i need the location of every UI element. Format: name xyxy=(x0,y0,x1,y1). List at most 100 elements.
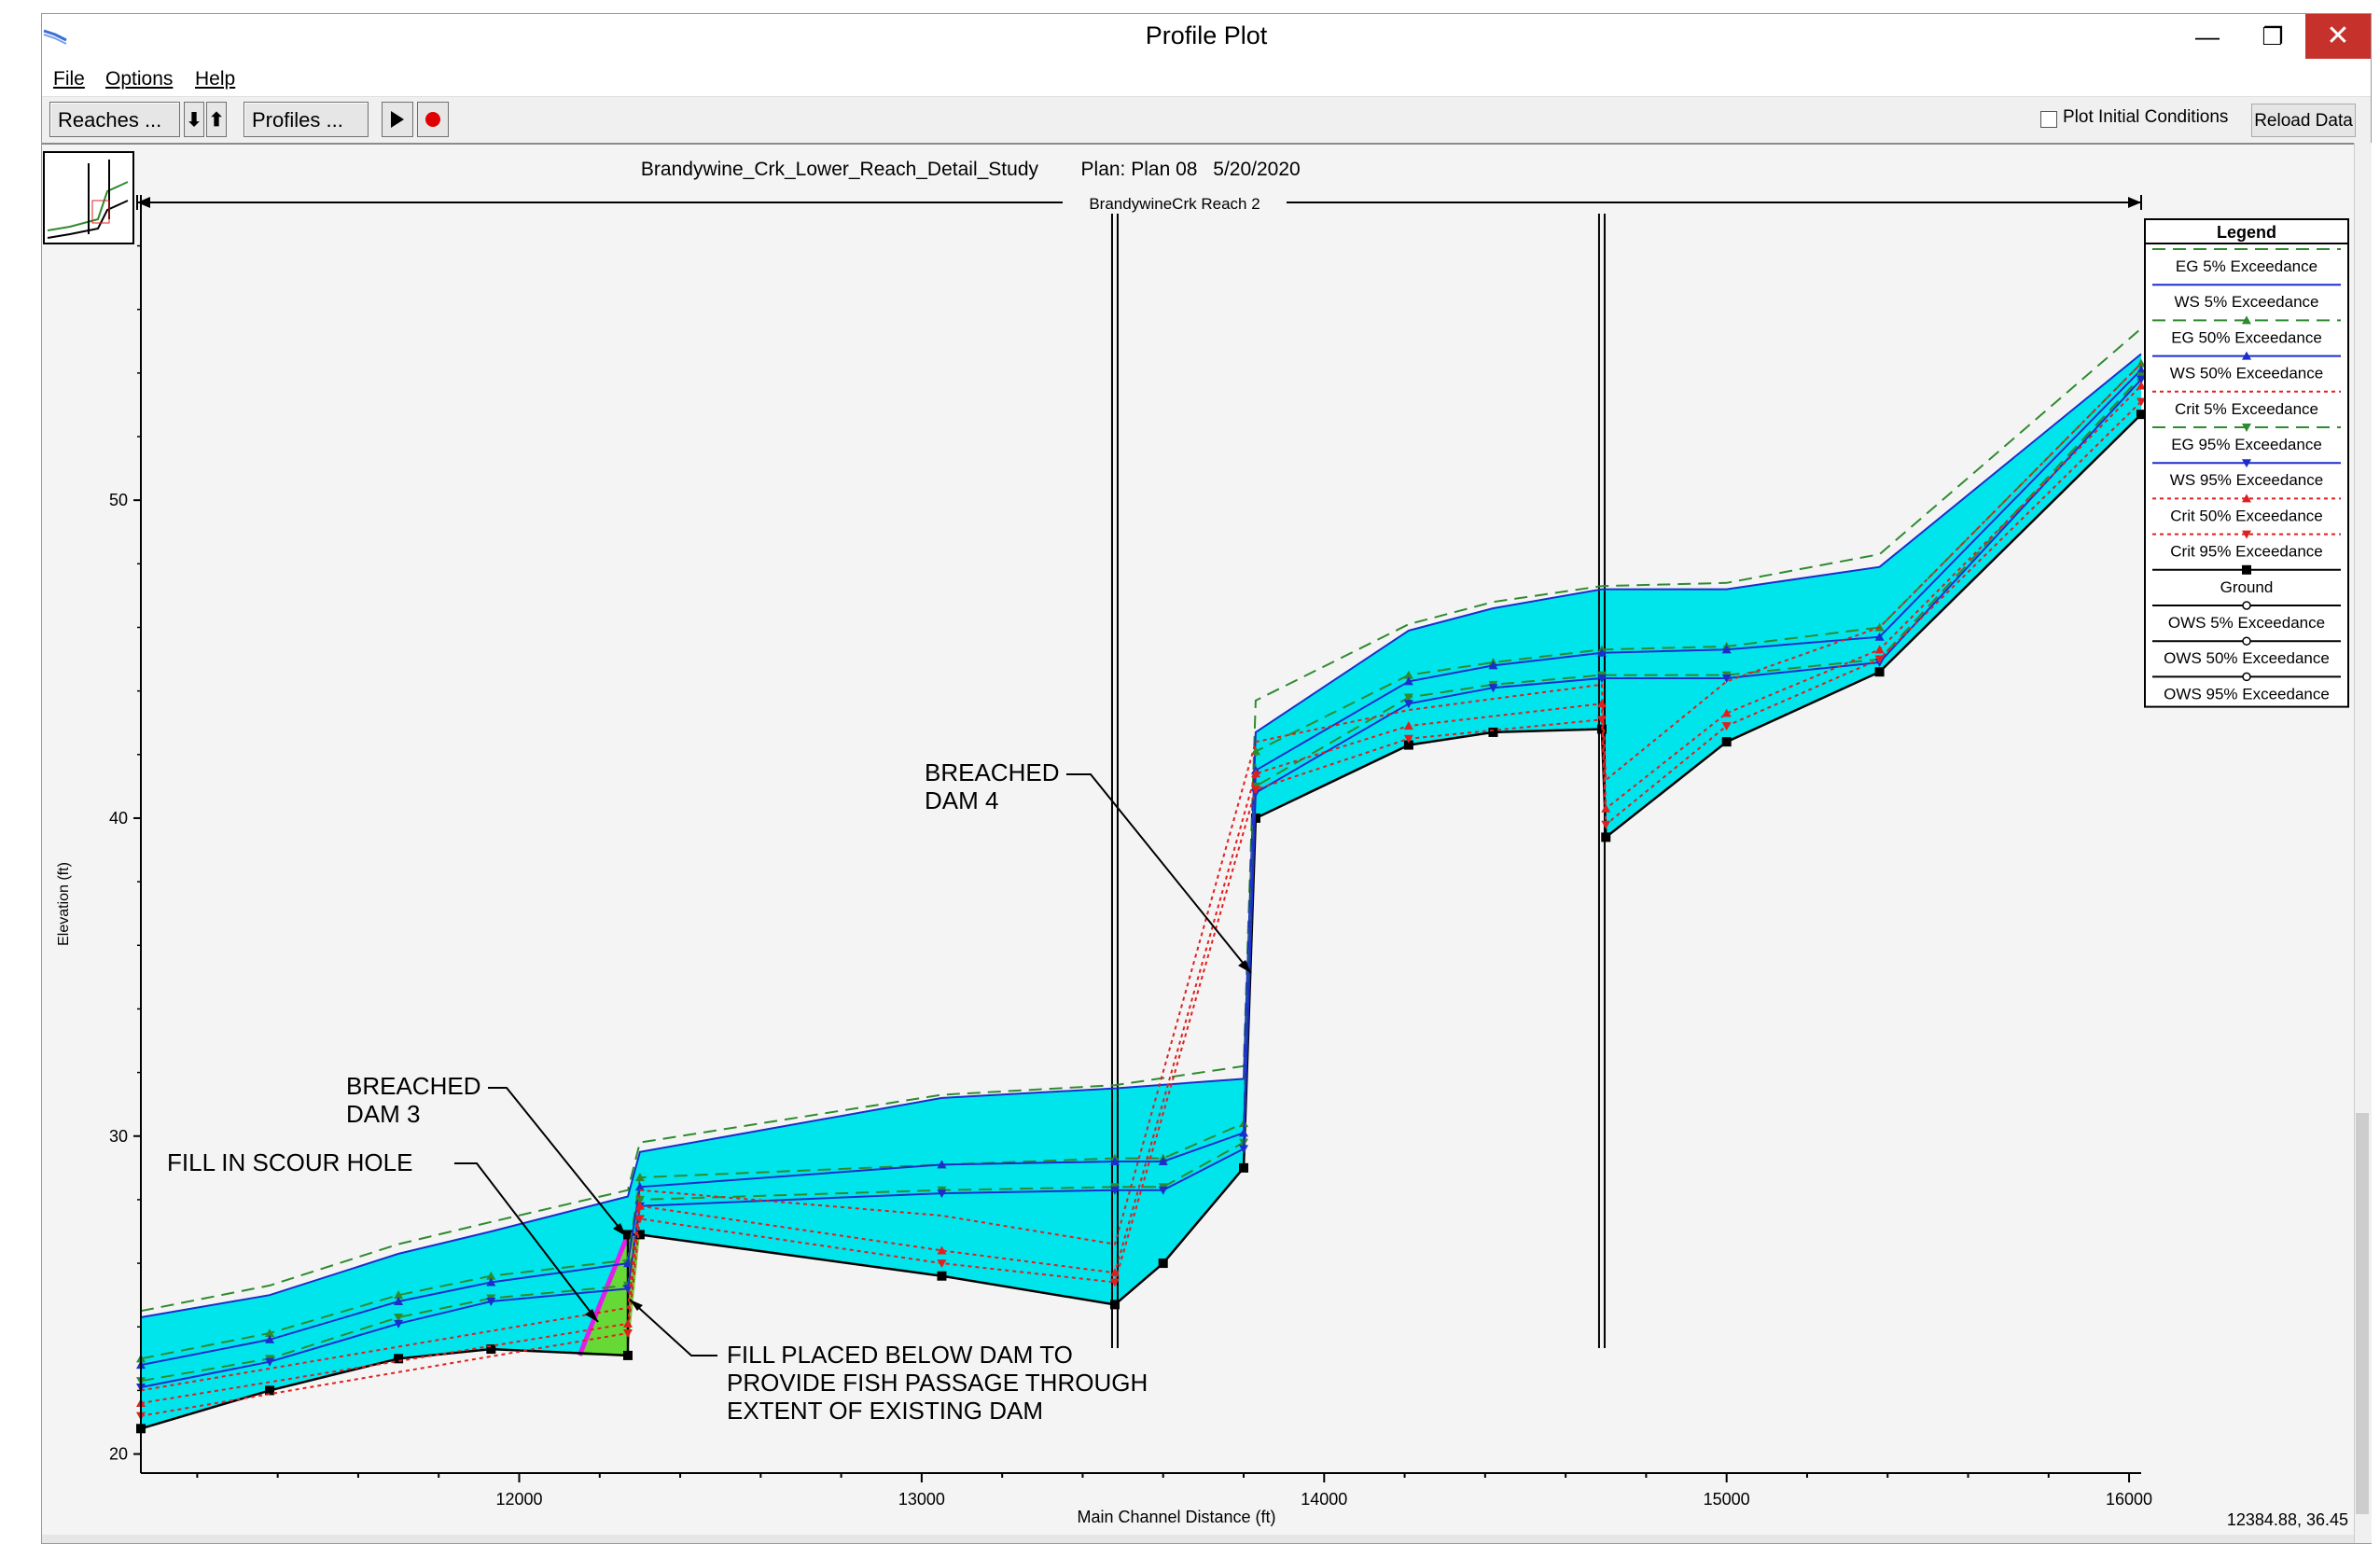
ground-point xyxy=(1109,1300,1120,1310)
menu-options[interactable]: Options xyxy=(105,68,174,90)
x-tick-label: 14000 xyxy=(1301,1490,1347,1509)
maximize-button[interactable]: ❐ xyxy=(2262,22,2284,50)
annotation-breached-dam-4: BREACHED DAM 4 xyxy=(925,758,1252,974)
x-tick-label: 13000 xyxy=(898,1490,945,1509)
reaches-button[interactable]: Reaches ... xyxy=(49,102,180,137)
data-point xyxy=(1109,1157,1120,1166)
legend-item-label: WS 95% Exceedance xyxy=(2170,471,2323,489)
data-point xyxy=(1874,645,1885,654)
play-button[interactable] xyxy=(382,102,413,137)
ground-point xyxy=(622,1350,633,1360)
profiles-button[interactable]: Profiles ... xyxy=(244,102,369,137)
data-point xyxy=(1596,675,1607,684)
legend-item-label: Crit 50% Exceedance xyxy=(2170,507,2322,524)
annotation-breached-dam-3: BREACHED DAM 3 xyxy=(346,1072,627,1237)
ground-point xyxy=(1488,727,1498,737)
series-eg-5-exceedance xyxy=(140,327,2142,1313)
legend-item-label: WS 50% Exceedance xyxy=(2170,365,2323,383)
horizontal-scrollbar[interactable] xyxy=(42,1535,2354,1543)
x-tick-label: 16000 xyxy=(2106,1490,2152,1509)
menu-file[interactable]: File xyxy=(53,68,85,90)
data-point xyxy=(394,1296,404,1305)
ground-point xyxy=(486,1344,496,1355)
ground-point xyxy=(1874,667,1885,677)
annotation-text: BREACHED xyxy=(346,1072,480,1100)
legend-item-label: WS 5% Exceedance xyxy=(2175,293,2319,311)
data-point xyxy=(1721,645,1732,654)
plot-initial-conditions-label: Plot Initial Conditions xyxy=(2063,107,2229,127)
window-title: Profile Plot xyxy=(1145,21,1268,49)
legend-marker xyxy=(2242,601,2251,610)
annotation-fill-placed: FILL PLACED BELOW DAM TO PROVIDE FISH PA… xyxy=(629,1299,1148,1425)
ground-point xyxy=(394,1354,404,1364)
app-icon xyxy=(43,29,67,45)
header-plan: Plan: Plan 08 xyxy=(1081,159,1198,180)
y-tick-label: 50 xyxy=(109,491,128,509)
data-point xyxy=(937,1245,947,1255)
data-point xyxy=(622,1318,633,1328)
minimize-button[interactable]: — xyxy=(2195,22,2220,50)
legend-marker xyxy=(2242,636,2251,646)
close-button[interactable]: ✕ xyxy=(2305,14,2371,59)
y-tick-label: 40 xyxy=(109,809,128,828)
data-point xyxy=(1403,676,1413,686)
legend-item-label: Crit 95% Exceedance xyxy=(2170,543,2322,561)
annotation-text: DAM 4 xyxy=(925,786,998,814)
series-eg-50-exceedance xyxy=(140,362,2142,1360)
move-up-button[interactable]: ⬆ xyxy=(206,102,227,137)
profile-chart[interactable]: Brandywine_Crk_Lower_Reach_Detail_Study … xyxy=(42,145,2354,1537)
series-eg-95-exceedance xyxy=(140,375,2142,1383)
move-down-button[interactable]: ⬇ xyxy=(184,102,204,137)
record-button[interactable] xyxy=(417,102,449,137)
data-point xyxy=(265,1334,275,1343)
data-point xyxy=(634,1195,645,1204)
legend-title: Legend xyxy=(2217,223,2276,242)
data-point xyxy=(937,1259,947,1269)
thumbnail-preview[interactable] xyxy=(43,151,134,244)
header-date: 5/20/2020 xyxy=(1213,159,1300,180)
legend-item-label: OWS 5% Exceedance xyxy=(2168,614,2325,632)
ground-point xyxy=(1158,1259,1168,1269)
reach-label: BrandywineCrk Reach 2 xyxy=(1089,195,1260,213)
menu-help[interactable]: Help xyxy=(195,68,236,90)
ground-point xyxy=(1601,832,1611,842)
data-point xyxy=(634,1173,645,1182)
data-point xyxy=(622,1285,633,1294)
legend-item-label: EG 50% Exceedance xyxy=(2171,328,2322,346)
data-point xyxy=(2136,375,2146,384)
legend-item-label: EG 95% Exceedance xyxy=(2171,436,2322,453)
data-point xyxy=(394,1290,404,1300)
ground-point xyxy=(1721,737,1732,747)
annotation-text: DAM 3 xyxy=(346,1100,420,1128)
ground-point xyxy=(622,1230,633,1240)
header-project: Brandywine_Crk_Lower_Reach_Detail_Study xyxy=(641,159,1039,180)
ground-point xyxy=(1239,1162,1249,1173)
data-point xyxy=(394,1314,404,1323)
data-point xyxy=(1158,1157,1168,1166)
data-point xyxy=(1109,1278,1120,1287)
reload-data-button[interactable]: Reload Data xyxy=(2251,104,2356,137)
data-point xyxy=(1109,1186,1120,1195)
plot-area[interactable]: Brandywine_Crk_Lower_Reach_Detail_Study … xyxy=(42,143,2354,1537)
data-point xyxy=(1403,670,1413,679)
data-point xyxy=(486,1271,496,1280)
legend-item-label: EG 5% Exceedance xyxy=(2176,257,2317,275)
data-point xyxy=(1158,1186,1168,1195)
data-point xyxy=(634,1215,645,1224)
title-bar[interactable]: Profile Plot — ❐ ✕ xyxy=(42,14,2371,63)
legend-marker xyxy=(2242,564,2251,575)
annotation-text: FILL IN SCOUR HOLE xyxy=(167,1148,412,1176)
data-point xyxy=(1601,803,1611,813)
plot-initial-conditions-checkbox[interactable] xyxy=(2040,111,2057,128)
data-point xyxy=(1403,700,1413,709)
play-icon xyxy=(391,111,404,128)
data-point xyxy=(1250,786,1260,795)
data-point xyxy=(1239,1145,1249,1154)
legend-marker xyxy=(2242,530,2251,539)
data-point xyxy=(1403,734,1413,744)
data-point xyxy=(1488,684,1498,693)
vertical-scroll-thumb[interactable] xyxy=(2356,1113,2369,1514)
legend-marker xyxy=(2242,424,2251,432)
data-point xyxy=(1403,693,1413,702)
legend-marker xyxy=(2242,351,2251,360)
